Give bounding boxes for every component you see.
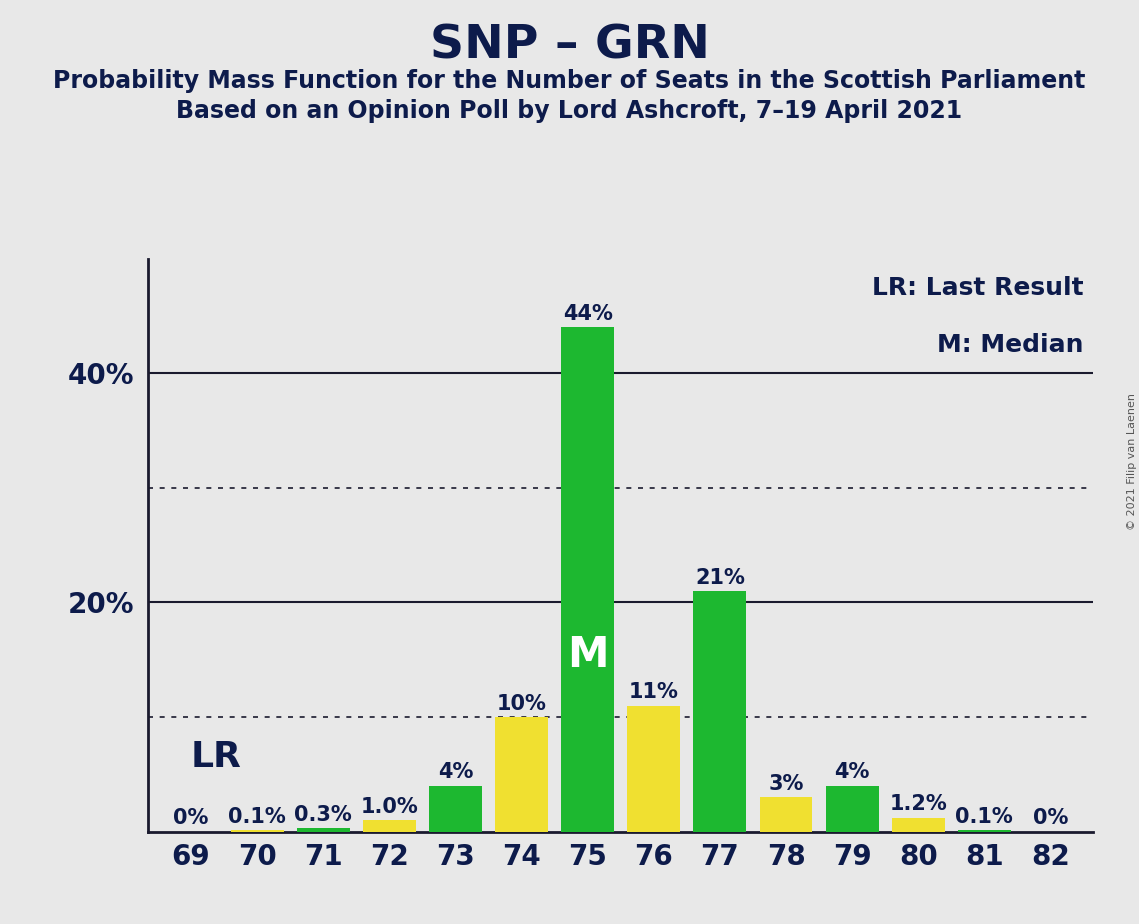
Text: 0.1%: 0.1% bbox=[228, 807, 286, 827]
Bar bbox=[760, 797, 812, 832]
Text: 10%: 10% bbox=[497, 694, 547, 713]
Text: LR: Last Result: LR: Last Result bbox=[872, 276, 1084, 300]
Text: 44%: 44% bbox=[563, 304, 613, 324]
Bar bbox=[363, 821, 416, 832]
Text: 4%: 4% bbox=[835, 762, 870, 783]
Text: M: Median: M: Median bbox=[937, 334, 1084, 358]
Text: 0.1%: 0.1% bbox=[956, 807, 1014, 827]
Text: Probability Mass Function for the Number of Seats in the Scottish Parliament: Probability Mass Function for the Number… bbox=[54, 69, 1085, 93]
Bar bbox=[495, 717, 548, 832]
Bar bbox=[562, 327, 614, 832]
Text: M: M bbox=[567, 634, 608, 676]
Text: 21%: 21% bbox=[695, 567, 745, 588]
Bar bbox=[628, 706, 680, 832]
Text: 11%: 11% bbox=[629, 682, 679, 702]
Text: Based on an Opinion Poll by Lord Ashcroft, 7–19 April 2021: Based on an Opinion Poll by Lord Ashcrof… bbox=[177, 99, 962, 123]
Bar bbox=[958, 831, 1010, 832]
Text: 3%: 3% bbox=[769, 773, 804, 794]
Text: © 2021 Filip van Laenen: © 2021 Filip van Laenen bbox=[1126, 394, 1137, 530]
Text: 1.2%: 1.2% bbox=[890, 795, 948, 814]
Text: 0%: 0% bbox=[1033, 808, 1068, 828]
Text: 0%: 0% bbox=[173, 808, 208, 828]
Text: 4%: 4% bbox=[437, 762, 473, 783]
Bar bbox=[826, 785, 878, 832]
Bar bbox=[429, 785, 482, 832]
Bar bbox=[892, 818, 944, 832]
Bar bbox=[694, 591, 746, 832]
Text: LR: LR bbox=[191, 740, 241, 774]
Bar bbox=[297, 828, 350, 832]
Text: SNP – GRN: SNP – GRN bbox=[429, 23, 710, 68]
Bar bbox=[231, 831, 284, 832]
Text: 1.0%: 1.0% bbox=[361, 796, 418, 817]
Text: 0.3%: 0.3% bbox=[294, 805, 352, 825]
